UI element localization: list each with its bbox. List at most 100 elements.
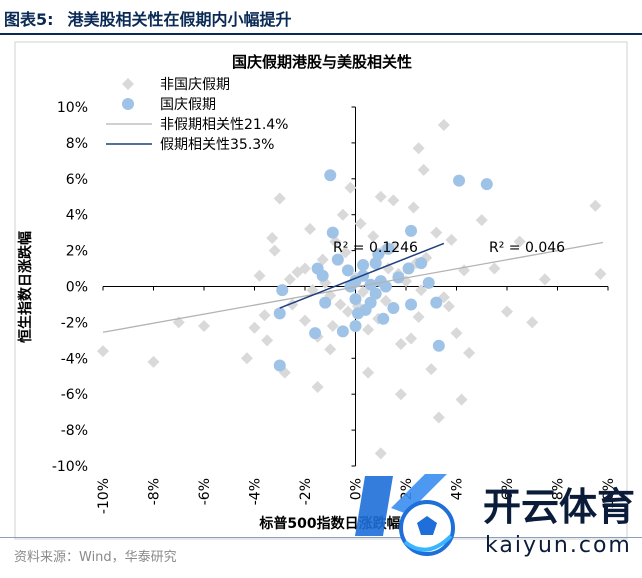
- holiday-point: [392, 271, 405, 284]
- non-holiday-point: [417, 163, 430, 176]
- non-holiday-point: [394, 337, 407, 350]
- holiday-point: [432, 339, 445, 352]
- non-holiday-point: [336, 208, 349, 221]
- non-holiday-point: [430, 226, 443, 239]
- non-holiday-point: [387, 194, 400, 207]
- non-holiday-point: [412, 142, 425, 155]
- non-holiday-point: [475, 214, 488, 227]
- non-holiday-point: [299, 314, 311, 327]
- non-holiday-point: [407, 201, 420, 214]
- holiday-trendline: [279, 242, 445, 309]
- non-holiday-point: [394, 388, 407, 401]
- legend-marker-non-holiday: [122, 78, 134, 90]
- non-holiday-point: [455, 393, 468, 406]
- holiday-point: [405, 224, 418, 237]
- x-tick-label: -2%: [298, 478, 314, 505]
- non-holiday-point: [240, 352, 253, 365]
- non-holiday-point: [334, 298, 347, 311]
- non-holiday-point: [450, 327, 463, 340]
- non-holiday-point: [324, 343, 337, 356]
- x-tick-label: 8%: [551, 478, 567, 500]
- y-tick-label: -6%: [61, 387, 88, 403]
- figure-caption: 港美股相关性在假期内小幅提升: [67, 10, 292, 29]
- holiday-point: [336, 325, 349, 338]
- logo-k-mark: [355, 474, 455, 556]
- non-holiday-point: [341, 305, 354, 318]
- non-holiday-point: [362, 323, 375, 336]
- holiday-point: [349, 319, 362, 332]
- x-tick-label: 0%: [349, 478, 365, 500]
- holiday-point: [422, 276, 435, 289]
- source-note: 资料来源：Wind，华泰研究: [14, 550, 177, 565]
- chart-frame: [14, 41, 628, 540]
- holiday-point: [430, 296, 443, 309]
- non-holiday-point: [339, 246, 352, 259]
- x-tick-label: 10%: [601, 478, 617, 509]
- non-holiday-point: [442, 300, 455, 313]
- non-holiday-point: [283, 273, 296, 286]
- holiday-point: [379, 280, 392, 293]
- holiday-point: [331, 253, 344, 266]
- holiday-point: [405, 298, 418, 311]
- y-tick-label: -10%: [52, 459, 88, 475]
- watermark-brand-en: kaiyun.com: [485, 533, 632, 558]
- non-holiday-point: [306, 284, 319, 297]
- holiday-point: [382, 242, 395, 255]
- non-holiday-point: [501, 305, 513, 318]
- non-holiday-point: [311, 381, 324, 394]
- non-holiday-point: [594, 267, 607, 280]
- x-tick-label: 4%: [450, 478, 466, 500]
- non-holiday-point: [354, 217, 367, 230]
- non-holiday-point: [488, 262, 501, 275]
- holiday-point: [364, 296, 377, 309]
- y-tick-label: -4%: [61, 351, 88, 367]
- legend-label-holiday: 国庆假期: [160, 97, 216, 113]
- holiday-point: [357, 258, 370, 271]
- x-tick-label: -10%: [96, 478, 112, 514]
- non-holiday-point: [97, 345, 109, 358]
- non-holiday-point: [526, 316, 539, 329]
- non-holiday-point: [463, 346, 476, 359]
- holiday-point: [415, 257, 428, 270]
- non-holiday-point: [445, 233, 458, 246]
- non-holiday-point: [589, 199, 602, 212]
- non-holiday-point: [258, 309, 271, 322]
- holiday-point: [326, 226, 339, 239]
- y-axis-title: 恒生指数日涨跌幅: [17, 231, 34, 343]
- y-tick-label: 0%: [66, 280, 88, 296]
- holiday-point: [377, 312, 390, 325]
- holiday-point: [349, 293, 362, 306]
- y-tick-label: 6%: [66, 172, 88, 188]
- watermark-logo: 开云体育 kaiyun.com: [355, 474, 635, 558]
- non-holiday-point: [513, 235, 526, 248]
- x-tick-label: -4%: [248, 478, 264, 505]
- non-holiday-point: [357, 285, 370, 298]
- non-holiday-point: [412, 311, 425, 324]
- figure-number: 图表5:: [4, 10, 54, 29]
- non-holiday-point: [374, 190, 387, 203]
- y-tick-label: -8%: [61, 423, 88, 439]
- non-holiday-point: [367, 230, 380, 243]
- y-tick-label: 2%: [66, 244, 88, 260]
- holiday-point: [276, 284, 289, 297]
- non-holiday-point: [248, 321, 261, 334]
- non-holiday-point: [299, 262, 311, 275]
- chart-title: 国庆假期港股与美股相关性: [232, 53, 412, 71]
- holiday-point: [369, 287, 382, 300]
- title-rule: [0, 33, 642, 35]
- holiday-point: [387, 302, 400, 315]
- non-holiday-point: [147, 355, 160, 368]
- y-tick-label: 4%: [66, 208, 88, 224]
- non-holiday-point: [198, 319, 210, 332]
- x-tick-label: 6%: [500, 478, 516, 500]
- holiday-point: [344, 280, 357, 293]
- holiday-point: [324, 169, 337, 182]
- holiday-point: [372, 248, 385, 261]
- legend-label-non-holiday: 非国庆假期: [160, 77, 230, 93]
- x-tick-label: -6%: [197, 478, 213, 505]
- holiday-point: [453, 174, 466, 187]
- x-tick-label: -8%: [147, 478, 163, 505]
- non-holiday-point: [425, 363, 438, 376]
- holiday-point: [273, 307, 286, 320]
